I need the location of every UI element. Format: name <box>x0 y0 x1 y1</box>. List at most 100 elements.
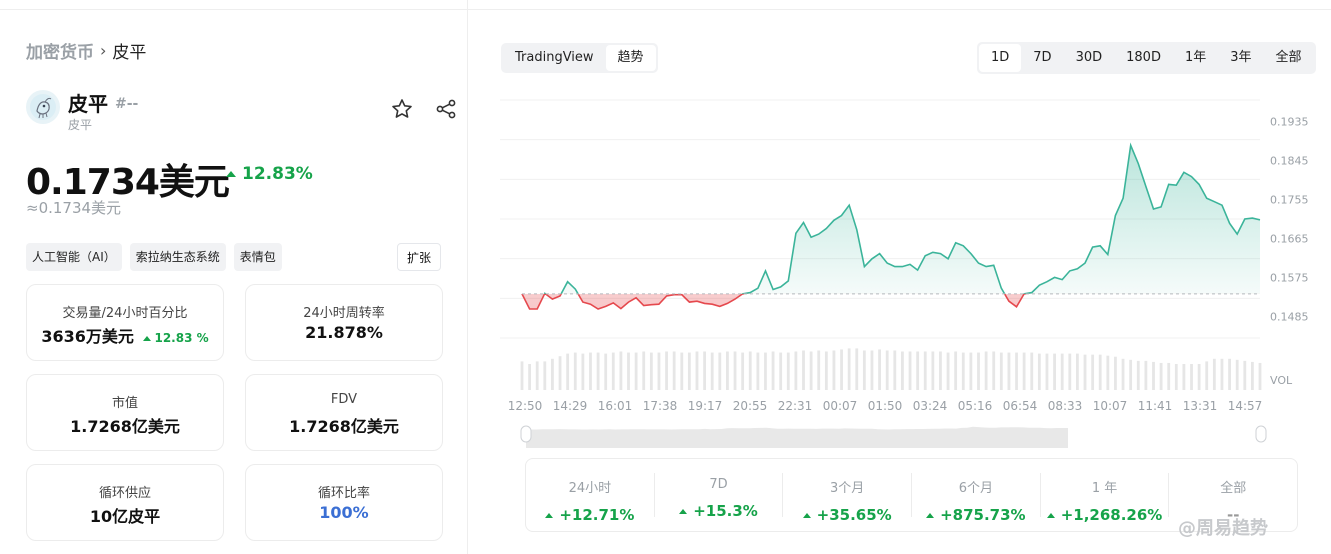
volume-bar <box>1197 364 1201 390</box>
share-button[interactable] <box>434 97 458 121</box>
volume-bar <box>634 352 638 390</box>
tag-meme[interactable]: 表情包 <box>233 243 282 271</box>
x-tick-label: 22:31 <box>778 399 813 413</box>
breadcrumb-root-link[interactable]: 加密货币 <box>26 43 94 63</box>
volume-bar <box>1152 361 1155 390</box>
x-tick-label: 20:55 <box>733 399 768 413</box>
volume-bar <box>642 351 646 390</box>
x-tick-label: 17:38 <box>643 399 678 413</box>
price-area-up <box>544 145 1260 294</box>
y-tick-label: 0.1665 <box>1270 232 1309 245</box>
arrow-up-icon <box>143 336 152 341</box>
volume-bar <box>1083 354 1087 390</box>
range-1d-button[interactable]: 1D <box>979 44 1022 72</box>
volume-bar <box>1190 364 1193 390</box>
stat-label: 循环比率 <box>317 486 370 501</box>
x-tick-label: 03:24 <box>913 399 948 413</box>
price-change-value: 12.83% <box>242 164 313 184</box>
return-1y: 1 年 +1,268.26% <box>1041 473 1170 524</box>
star-icon <box>392 99 412 118</box>
return-7d: 7D +15.3% <box>655 473 784 520</box>
scroller-preview <box>526 426 1068 448</box>
volume-bar <box>908 351 912 390</box>
volume-bar <box>726 351 729 390</box>
volume-bar <box>1228 358 1231 390</box>
y-tick-label: 0.1755 <box>1270 194 1309 207</box>
range-all-button[interactable]: 全部 <box>1275 50 1302 65</box>
range-1y-button[interactable]: 1年 <box>1184 50 1207 65</box>
return-6m: 6个月 +875.73% <box>912 473 1041 524</box>
volume-bar <box>1121 358 1125 390</box>
y-tick-label: 0.1845 <box>1270 155 1309 168</box>
volume-bar <box>520 361 524 390</box>
tag-solana-ecosystem[interactable]: 索拉纳生态系统 <box>129 243 226 271</box>
return-24h-value: +12.71% <box>559 506 635 524</box>
volume-bar <box>1182 364 1186 390</box>
y-axis-labels: 0.1935 0.1845 0.1755 0.1665 0.1575 0.1485 VOL <box>1270 116 1309 387</box>
volume-bar <box>718 352 722 390</box>
range-3y-button[interactable]: 3年 <box>1230 50 1252 65</box>
range-scroller[interactable] <box>520 425 1267 448</box>
arrow-up-icon <box>926 513 935 518</box>
volume-bar <box>680 352 684 390</box>
volume-bar <box>969 352 973 390</box>
favorite-button[interactable] <box>390 97 414 121</box>
chevron-right-icon: › <box>100 41 107 60</box>
stat-card-fdv: FDV 1.7268亿美元 <box>245 374 443 451</box>
tag-ai[interactable]: 人工智能（AI） <box>26 243 122 271</box>
volume-bar <box>923 351 927 390</box>
volume-bar <box>619 351 623 390</box>
volume-bar <box>802 350 805 390</box>
time-range-toggle: 1D 7D 30D 180D 1年 3年 全部 <box>977 42 1316 74</box>
volume-bar <box>1098 354 1102 390</box>
volume-bar <box>977 352 980 390</box>
stat-card-circulating-supply: 循环供应 10亿皮平 <box>26 464 224 541</box>
volume-bar <box>1159 362 1163 390</box>
volume-bar <box>1015 352 1018 390</box>
volume-bar <box>657 352 661 390</box>
expand-tags-button[interactable]: 扩张 <box>397 243 442 271</box>
volume-bar <box>1212 358 1216 390</box>
volume-bar <box>581 353 585 390</box>
volume-bar <box>733 351 737 390</box>
volume-bar <box>1106 355 1110 390</box>
coin-rank: #-- <box>115 96 139 112</box>
volume-bar <box>558 356 562 390</box>
volume-bar <box>1174 364 1178 390</box>
top-divider <box>0 9 1331 10</box>
view-trend-button[interactable]: 趋势 <box>605 45 656 71</box>
volume-bar <box>703 351 706 390</box>
volume-bar <box>596 352 600 390</box>
return-3m: 3个月 +35.65% <box>783 473 913 524</box>
volume-bar <box>649 352 653 390</box>
watermark: @周易趋势 <box>1178 518 1268 539</box>
return-6m-value: +875.73% <box>940 506 1026 524</box>
volume-bar <box>809 351 813 390</box>
volume-bar <box>1007 352 1011 390</box>
return-value: +12.71% <box>526 506 654 524</box>
x-tick-label: 01:50 <box>868 399 903 413</box>
volume-bar <box>710 352 714 390</box>
volume-bar <box>528 364 532 390</box>
volume-bar <box>604 353 608 390</box>
volume-bar <box>961 352 965 390</box>
price-chart[interactable]: 0.19350.18450.17550.16650.15750.1485VOL … <box>500 90 1330 454</box>
volume-bar <box>1068 353 1072 390</box>
view-tradingview-button[interactable]: TradingView <box>503 45 606 71</box>
current-price: 0.1734美元 <box>26 162 230 203</box>
range-7d-button[interactable]: 7D <box>1033 50 1052 65</box>
price-line-up <box>522 142 1261 294</box>
volume-bar <box>824 351 828 390</box>
volume-bar <box>741 352 745 390</box>
range-180d-button[interactable]: 180D <box>1126 50 1161 65</box>
y-tick-label: 0.1485 <box>1270 310 1309 323</box>
volume-bar <box>1235 359 1239 390</box>
scroller-left-handle <box>520 425 532 443</box>
volume-bar <box>764 352 767 390</box>
return-all: 全部 -- <box>1169 473 1297 524</box>
volume-bar <box>566 353 570 390</box>
range-30d-button[interactable]: 30D <box>1075 50 1103 65</box>
stat-value: 1.7268亿美元 <box>70 417 180 436</box>
stat-card-volume: 交易量/24小时百分比 3636万美元 12.83 % <box>26 284 224 361</box>
volume-bar <box>878 349 881 390</box>
